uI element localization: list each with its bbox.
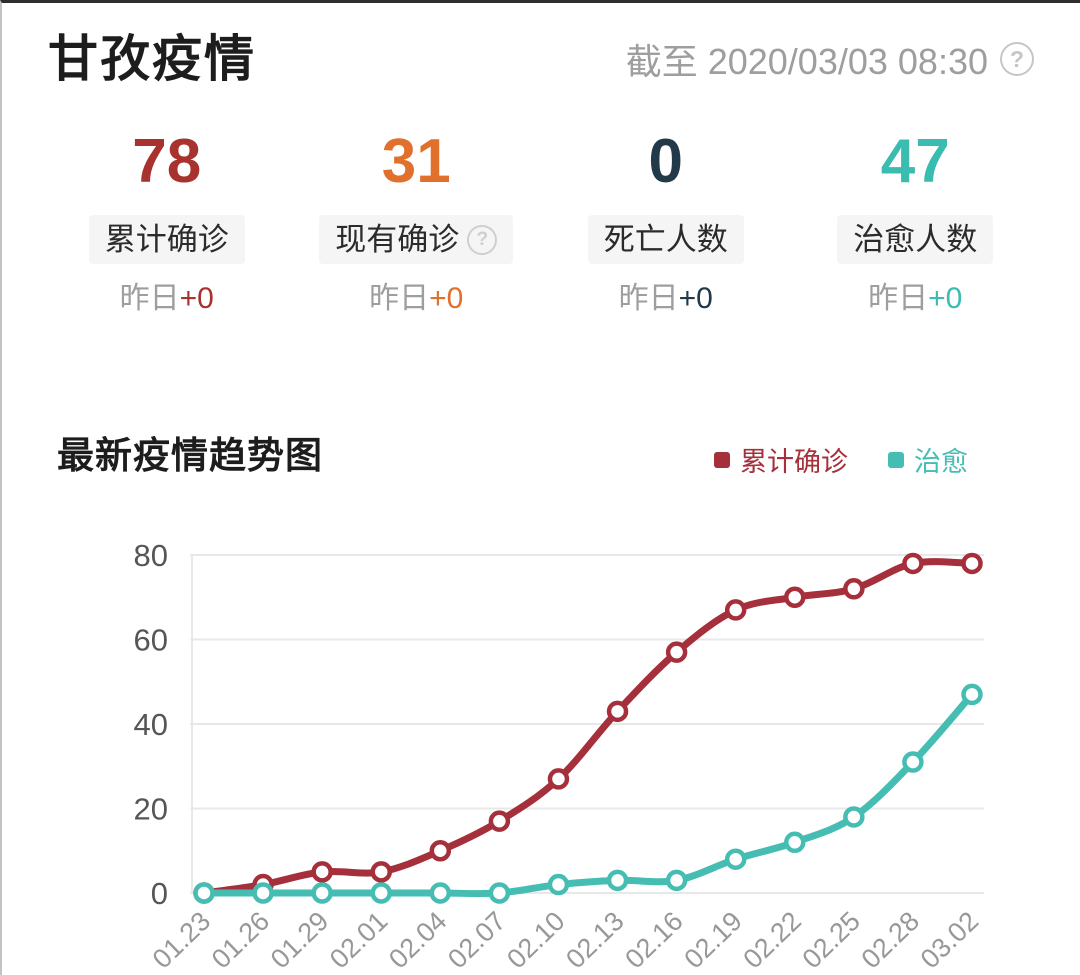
delta-value: +0 [928,282,963,315]
trend-chart-title: 最新疫情趋势图 [57,435,323,476]
delta-value: +0 [179,282,214,315]
legend-swatch-confirmed [714,451,730,468]
svg-text:02.28: 02.28 [856,906,925,975]
legend-label: 治愈 [914,447,968,477]
deaths-value: 0 [648,127,683,196]
legend-swatch-cured [888,451,904,468]
svg-text:01.23: 01.23 [147,906,216,975]
cured-label: 治愈人数 [837,215,994,264]
svg-text:02.22: 02.22 [737,906,806,975]
svg-text:02.25: 02.25 [797,906,866,975]
delta-value: +0 [429,282,464,315]
legend-item-cumulative-confirmed[interactable]: 累计确诊 [714,440,848,479]
svg-text:01.26: 01.26 [206,906,275,975]
svg-text:02.13: 02.13 [560,906,629,975]
svg-text:0: 0 [151,876,168,911]
svg-text:80: 80 [134,538,168,573]
stats-row: 78 累计确诊 昨日+0 31 现有确诊 ? 昨日+0 0 死亡人数 [42,131,1040,314]
stat-card-cumulative-confirmed: 78 累计确诊 昨日+0 [42,131,292,314]
legend-label: 累计确诊 [740,447,848,477]
question-circle-icon[interactable]: ? [1000,42,1034,76]
legend-item-cured[interactable]: 治愈 [888,440,968,479]
stat-card-current-confirmed: 31 现有确诊 ? 昨日+0 [292,131,542,314]
svg-text:02.07: 02.07 [442,906,511,975]
svg-text:02.16: 02.16 [619,906,688,975]
svg-text:02.10: 02.10 [501,906,570,975]
svg-text:02.19: 02.19 [678,906,747,975]
question-circle-icon[interactable]: ? [467,224,498,255]
cumulative-confirmed-value: 78 [132,127,202,196]
cumulative-confirmed-delta: 昨日+0 [120,284,214,314]
stat-label-text: 治愈人数 [853,222,978,257]
svg-text:01.29: 01.29 [265,906,334,975]
svg-text:60: 60 [134,623,168,658]
cured-value: 47 [880,127,950,196]
deaths-delta: 昨日+0 [619,284,713,314]
stat-card-cured: 47 治愈人数 昨日+0 [791,131,1041,314]
as-of-row: 截至 2020/03/03 08:30 ? [626,33,1034,85]
trend-line-chart: 02040608001.2301.2601.2902.0102.0402.070… [134,538,985,975]
svg-text:20: 20 [134,792,168,827]
stat-label-text: 累计确诊 [104,222,229,257]
delta-prefix: 昨日 [618,282,679,315]
cumulative-confirmed-label: 累计确诊 [88,215,245,264]
svg-text:40: 40 [134,707,168,742]
current-confirmed-label: 现有确诊 ? [319,215,514,264]
page-title: 甘孜疫情 [48,31,256,87]
svg-text:02.04: 02.04 [383,906,452,975]
cured-delta: 昨日+0 [868,284,962,314]
delta-prefix: 昨日 [119,282,180,315]
svg-text:02.01: 02.01 [324,906,393,975]
as-of-timestamp: 截至 2020/03/03 08:30 [625,41,988,82]
current-confirmed-value: 31 [381,127,451,196]
delta-prefix: 昨日 [868,282,929,315]
deaths-label: 死亡人数 [587,215,744,264]
current-confirmed-delta: 昨日+0 [369,284,463,314]
delta-prefix: 昨日 [369,282,430,315]
chart-legend: 累计确诊 治愈 [714,440,968,479]
stat-label-text: 现有确诊 [335,222,460,257]
stat-card-deaths: 0 死亡人数 昨日+0 [541,131,791,314]
delta-value: +0 [678,282,713,315]
svg-text:03.02: 03.02 [915,906,984,975]
stat-label-text: 死亡人数 [603,222,728,257]
